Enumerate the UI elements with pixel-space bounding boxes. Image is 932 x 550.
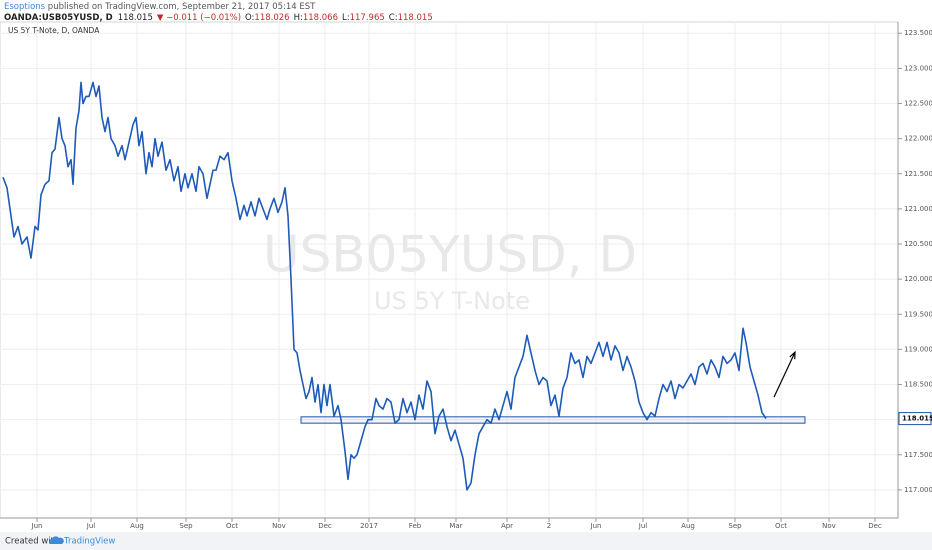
ohlc-label: O: — [245, 13, 254, 23]
y-tick-label: 119.500 — [904, 310, 932, 318]
y-tick-label: 122.000 — [904, 135, 932, 143]
brand: TradingView — [63, 537, 115, 547]
ohlc-value: 118.026 — [254, 13, 289, 23]
x-tick-label: 2017 — [360, 522, 378, 530]
x-tick-label: Jun — [31, 522, 43, 530]
footer-bar — [0, 532, 932, 550]
change: ▼ −0.011 (−0.01%) — [157, 13, 241, 23]
header-line-1: Esoptions published on TradingView.com, … — [4, 2, 316, 12]
ohlc-label: H: — [294, 13, 303, 23]
x-tick-label: Jul — [638, 522, 648, 530]
tradingview-logo[interactable]: TradingView — [49, 536, 115, 547]
ohlc-value: 118.015 — [398, 13, 433, 23]
chart-title: US 5Y T-Note, D, OANDA — [8, 26, 100, 35]
x-tick-label: Nov — [272, 522, 286, 530]
logo-icon — [49, 536, 64, 544]
y-tick-label: 120.000 — [904, 275, 932, 283]
last-price-label: 118.015 — [902, 415, 932, 423]
watermark-subtitle: US 5Y T-Note — [374, 287, 530, 315]
symbol: OANDA:USB05YUSD, D — [4, 13, 113, 23]
created-with: Created with — [5, 537, 59, 547]
y-tick-label: 118.500 — [904, 381, 932, 389]
last-price-tag — [898, 412, 932, 426]
ohlc-label: C: — [389, 13, 398, 23]
y-tick-label: 121.500 — [904, 170, 932, 178]
ohlc-value: 118.066 — [303, 13, 338, 23]
author[interactable]: Esoptions — [4, 2, 46, 12]
y-tick-label: 120.500 — [904, 240, 932, 248]
support-zone — [300, 416, 806, 424]
x-tick-label: Feb — [409, 522, 422, 530]
x-tick-label: Aug — [681, 522, 695, 530]
y-tick-label: 123.500 — [904, 29, 932, 37]
x-tick-label: Oct — [775, 522, 787, 530]
plot-area: USB05YUSD, D US 5Y T-Note US 5Y T-Note, D,… — [0, 21, 899, 519]
y-tick-label: 117.500 — [904, 451, 932, 459]
price-line — [2, 81, 767, 491]
published: published on TradingView.com, September … — [45, 2, 316, 12]
y-tick-label: 119.000 — [904, 345, 932, 353]
x-tick-label: Sep — [728, 522, 742, 530]
x-tick-label: Jun — [590, 522, 602, 530]
watermark: USB05YUSD, D — [263, 226, 637, 284]
x-tick-label: 2 — [547, 522, 551, 530]
x-tick-label: Aug — [130, 522, 144, 530]
x-tick-label: Nov — [822, 522, 836, 530]
x-tick-label: Oct — [226, 522, 238, 530]
y-tick-label: 117.000 — [904, 486, 932, 494]
y-tick-label: 122.500 — [904, 99, 932, 107]
x-tick-label: Jul — [86, 522, 96, 530]
last-price: 118.015 — [118, 13, 153, 23]
x-tick-label: Apr — [501, 522, 513, 530]
x-tick-label: Sep — [179, 522, 193, 530]
x-tick-label: Mar — [449, 522, 462, 530]
y-tick-label: 123.000 — [904, 64, 932, 72]
arrow-shaft — [773, 351, 796, 398]
header-line-2: OANDA:USB05YUSD, D 118.015 ▼ −0.011 (−0.01… — [4, 13, 433, 23]
ohlc-label: L: — [342, 13, 350, 23]
arrow-head — [789, 350, 796, 360]
x-tick-label: Dec — [318, 522, 332, 530]
ohlc-value: 117.965 — [350, 13, 385, 23]
y-tick-label: 121.000 — [904, 205, 932, 213]
x-tick-label: Dec — [868, 522, 882, 530]
